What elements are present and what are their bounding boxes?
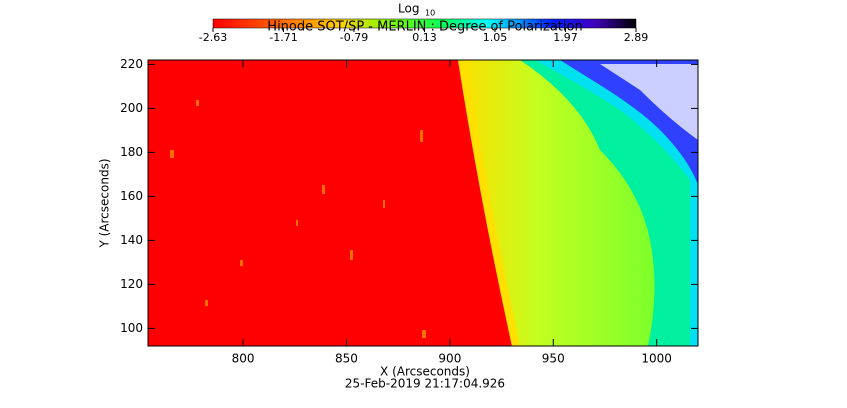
footer-timestamp: 25-Feb-2019 21:17:04.926 (345, 377, 505, 391)
colorbar-tick-label: -0.79 (340, 31, 368, 44)
colorbar-tick-label: 2.89 (624, 31, 649, 44)
x-tick-label: 1000 (641, 352, 672, 366)
colorbar-tick-label: 1.05 (483, 31, 508, 44)
y-tick-label: 120 (120, 277, 143, 291)
colorbar-tick-label: -2.63 (199, 31, 227, 44)
axes: 800 850 900 950 1000 100 120 140 160 180 200 220 -2.… (120, 28, 698, 366)
colorbar-label-subscript: 10 (425, 9, 435, 18)
colorbar-label: Log (398, 2, 419, 16)
y-tick-label: 180 (120, 145, 143, 159)
y-tick-label: 160 (120, 189, 143, 203)
y-tick-label: 100 (120, 321, 143, 335)
x-tick-label: 900 (438, 352, 461, 366)
colorbar: Log 10 (212, 2, 637, 29)
y-axis-label: Y (Arcseconds) (98, 158, 112, 248)
colorbar-tick-label: 0.13 (412, 31, 437, 44)
chart-title: Hinode SOT/SP - MERLIN : Degree of Polar… (267, 20, 582, 35)
plot-frame (147, 59, 699, 347)
colorbar-tick-label: 1.97 (553, 31, 578, 44)
y-tick-label: 220 (120, 57, 143, 71)
x-tick-label: 950 (542, 352, 565, 366)
x-tick-label: 850 (335, 352, 358, 366)
heatmap-image (148, 60, 698, 346)
x-tick-label: 800 (232, 352, 255, 366)
y-tick-label: 140 (120, 233, 143, 247)
x-axis-label: X (Arcseconds) (380, 365, 470, 379)
colorbar-tick-label: -1.71 (269, 31, 297, 44)
y-tick-label: 200 (120, 101, 143, 115)
